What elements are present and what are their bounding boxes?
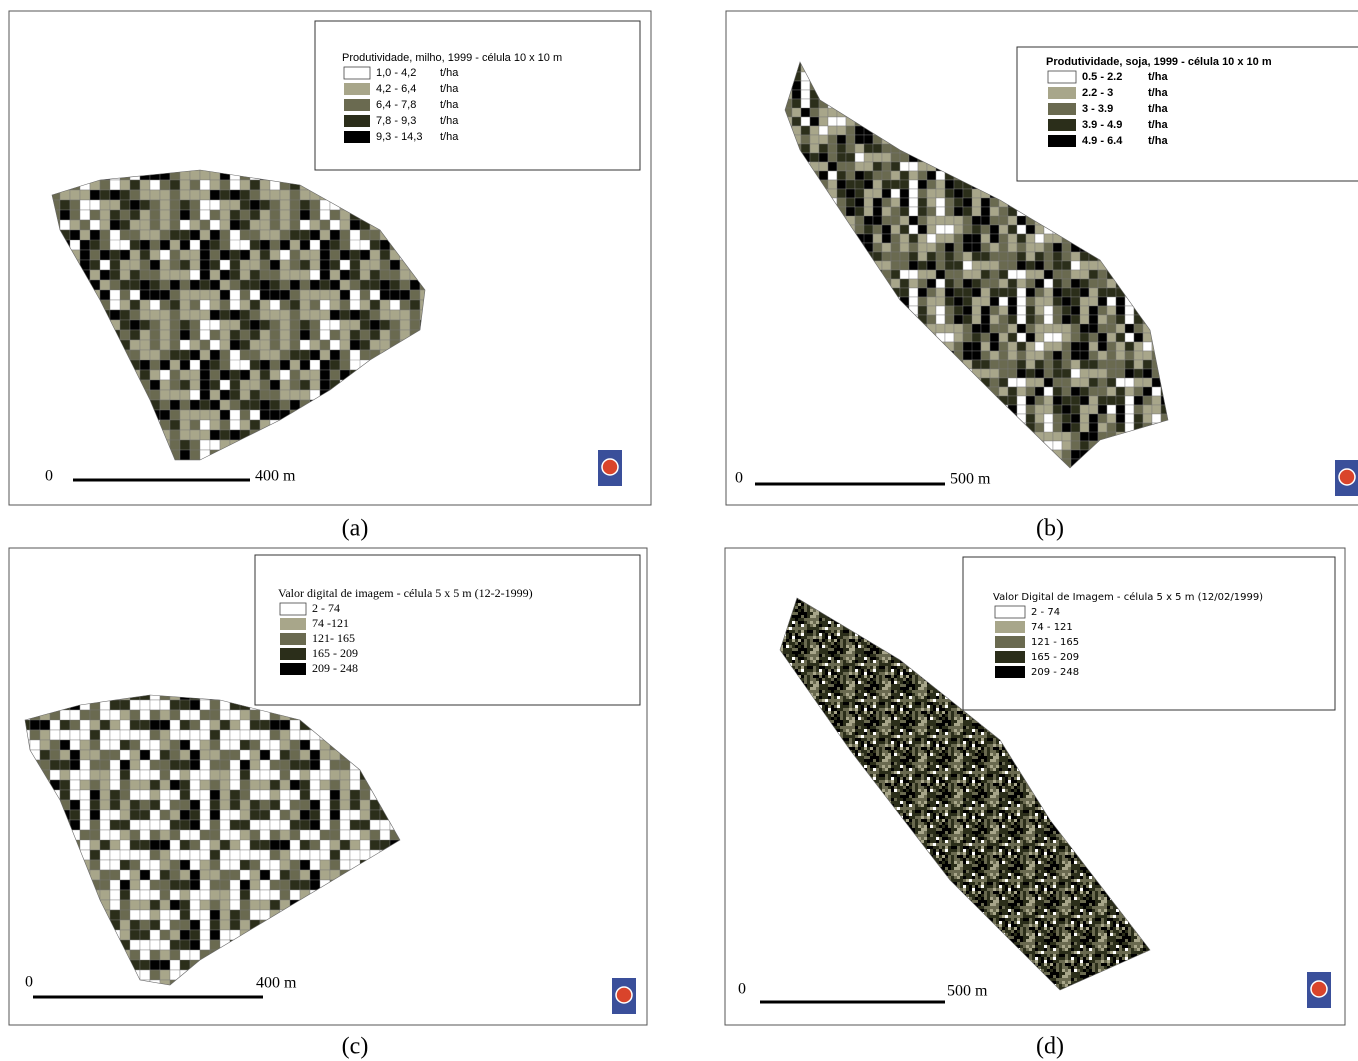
logo-target	[602, 459, 618, 475]
legend-range: 2 - 74	[312, 601, 340, 615]
map-panel: Valor Digital de Imagem - célula 5 x 5 m…	[725, 548, 1345, 1025]
map-panel: Produtividade, soja, 1999 - célula 10 x …	[726, 11, 1358, 505]
legend-swatch	[344, 67, 370, 79]
legend-title: Produtividade, soja, 1999 - célula 10 x …	[1046, 56, 1272, 68]
legend-swatch	[995, 651, 1025, 663]
legend-swatch	[1048, 119, 1076, 131]
legend-swatch	[1048, 87, 1076, 99]
legend-range: 74 -121	[312, 616, 349, 630]
legend-unit: t/ha	[440, 83, 459, 95]
scale-start: 0	[45, 468, 53, 485]
scale-start: 0	[735, 470, 743, 487]
legend-range: 4.9 - 6.4	[1082, 135, 1123, 147]
legend-box	[963, 557, 1335, 710]
legend-unit: t/ha	[440, 99, 459, 111]
legend-title: Valor Digital de Imagem - célula 5 x 5 m…	[993, 591, 1263, 603]
caption: (b)	[1036, 516, 1064, 542]
legend-range: 4,2 - 6,4	[376, 83, 416, 95]
legend-range: 209 - 248	[1031, 667, 1079, 678]
legend-range: 2 - 74	[1031, 607, 1060, 618]
legend-range: 165 - 209	[1031, 652, 1079, 663]
legend-swatch	[280, 603, 306, 615]
legend-title: Valor digital de imagem - célula 5 x 5 m…	[278, 586, 533, 600]
legend-unit: t/ha	[440, 131, 459, 143]
legend-swatch	[280, 663, 306, 675]
legend-swatch	[1048, 135, 1076, 147]
legend-unit: t/ha	[1148, 87, 1168, 99]
legend-swatch	[1048, 103, 1076, 115]
legend-swatch	[280, 648, 306, 660]
legend-swatch	[995, 606, 1025, 618]
legend-title: Produtividade, milho, 1999 - célula 10 x…	[342, 52, 562, 64]
scale-end: 500 m	[950, 471, 991, 488]
field	[52, 170, 425, 460]
scale-start: 0	[25, 974, 33, 991]
logo-target	[1339, 469, 1355, 485]
legend-unit: t/ha	[1148, 119, 1168, 131]
legend-range: 3.9 - 4.9	[1082, 119, 1122, 131]
legend-swatch	[280, 633, 306, 645]
legend-range: 121 - 165	[1031, 637, 1079, 648]
logo-target	[616, 987, 632, 1003]
caption: (c)	[342, 1034, 369, 1060]
legend-range: 74 - 121	[1031, 622, 1073, 633]
legend-swatch	[344, 99, 370, 111]
legend-swatch	[995, 636, 1025, 648]
legend-swatch	[995, 666, 1025, 678]
legend-box	[315, 21, 640, 170]
legend-unit: t/ha	[440, 115, 459, 127]
legend-unit: t/ha	[1148, 103, 1168, 115]
scale-end: 500 m	[947, 983, 988, 1000]
scale-start: 0	[738, 981, 746, 998]
scale-end: 400 m	[256, 975, 297, 992]
caption: (d)	[1036, 1034, 1064, 1060]
legend-range: 2.2 - 3	[1082, 87, 1113, 99]
map-panel: Valor digital de imagem - célula 5 x 5 m…	[9, 548, 647, 1025]
legend-range: 1,0 - 4,2	[376, 67, 416, 79]
scale-end: 400 m	[255, 468, 296, 485]
legend-range: 209 - 248	[312, 661, 358, 675]
legend-swatch	[344, 131, 370, 143]
legend-swatch	[344, 83, 370, 95]
legend-swatch	[344, 115, 370, 127]
legend-range: 7,8 - 9,3	[376, 115, 416, 127]
legend-range: 121- 165	[312, 631, 355, 645]
field	[25, 695, 400, 985]
legend-range: 9,3 - 14,3	[376, 131, 422, 143]
figure: Produtividade, milho, 1999 - célula 10 x…	[0, 0, 1358, 1061]
legend-swatch	[280, 618, 306, 630]
legend-swatch	[995, 621, 1025, 633]
legend-unit: t/ha	[1148, 71, 1168, 83]
legend-unit: t/ha	[440, 67, 459, 79]
legend-range: 6,4 - 7,8	[376, 99, 416, 111]
legend-range: 165 - 209	[312, 646, 358, 660]
legend-unit: t/ha	[1148, 135, 1168, 147]
legend-range: 3 - 3.9	[1082, 103, 1113, 115]
caption: (a)	[342, 516, 369, 542]
map-panel: Produtividade, milho, 1999 - célula 10 x…	[9, 11, 651, 505]
legend-range: 0.5 - 2.2	[1082, 71, 1122, 83]
logo-target	[1311, 981, 1327, 997]
legend-swatch	[1048, 71, 1076, 83]
